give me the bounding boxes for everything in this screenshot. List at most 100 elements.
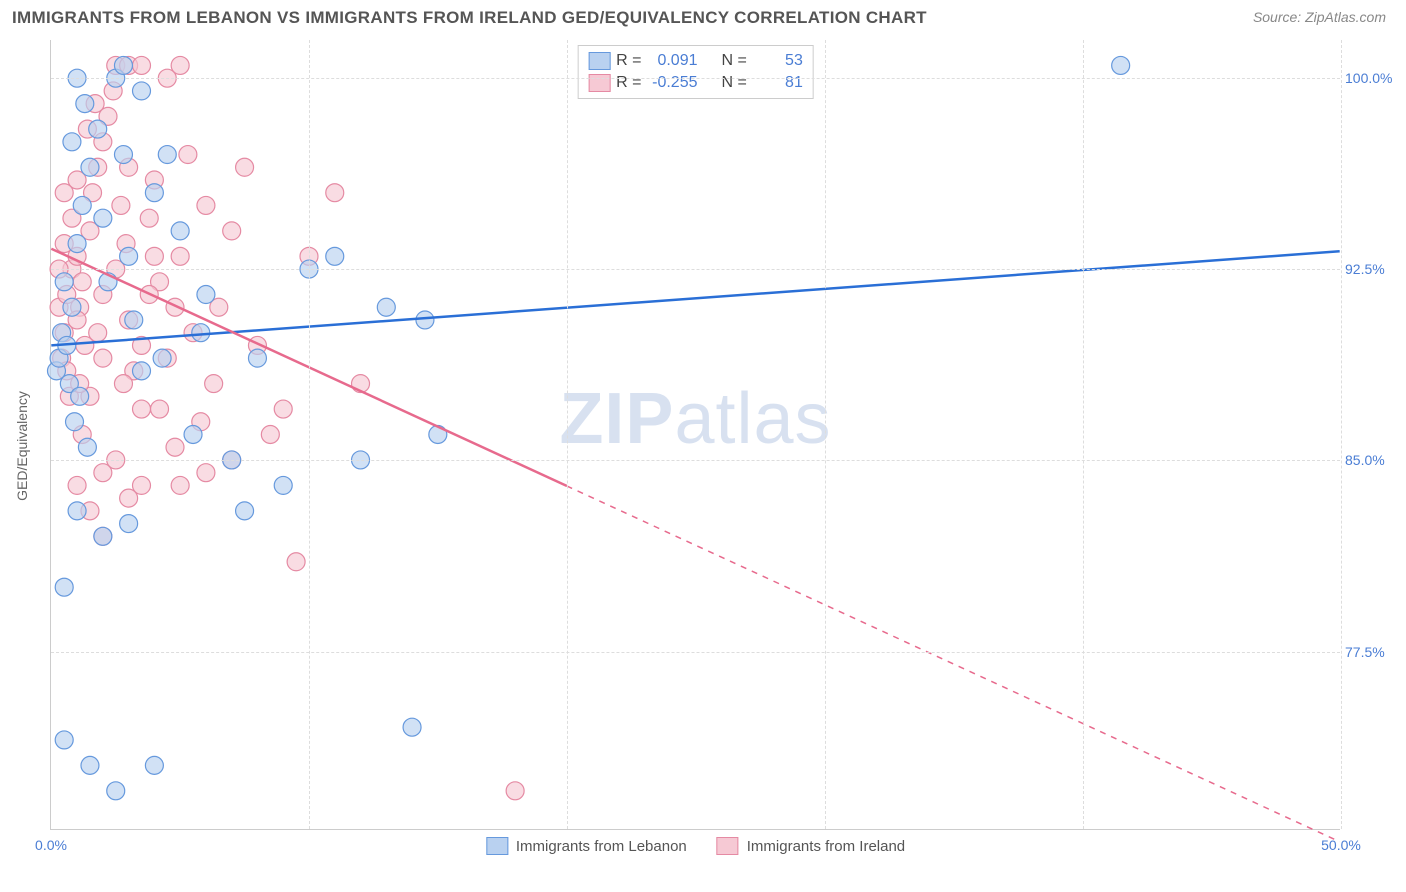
grid-line-h: [51, 269, 1340, 270]
n-value-ireland: 81: [753, 74, 803, 92]
r-label: R =: [616, 74, 641, 92]
scatter-point: [114, 375, 132, 393]
scatter-point: [506, 782, 524, 800]
r-value-ireland: -0.255: [648, 74, 698, 92]
swatch-ireland: [588, 74, 610, 92]
scatter-point: [94, 209, 112, 227]
scatter-point: [158, 146, 176, 164]
scatter-point: [125, 311, 143, 329]
scatter-point: [120, 515, 138, 533]
scatter-point: [66, 413, 84, 431]
scatter-point: [68, 476, 86, 494]
x-tick-label: 0.0%: [35, 837, 67, 853]
scatter-point: [114, 56, 132, 74]
scatter-point: [68, 235, 86, 253]
y-tick-label: 77.5%: [1345, 644, 1400, 660]
scatter-point: [171, 222, 189, 240]
scatter-point: [133, 400, 151, 418]
scatter-point: [133, 56, 151, 74]
scatter-point: [151, 400, 169, 418]
scatter-point: [166, 438, 184, 456]
scatter-point: [274, 400, 292, 418]
source-label: Source: ZipAtlas.com: [1253, 9, 1386, 27]
scatter-point: [248, 349, 266, 367]
grid-line-h: [51, 78, 1340, 79]
scatter-point: [94, 349, 112, 367]
source-name: ZipAtlas.com: [1305, 9, 1386, 25]
x-tick-label: 50.0%: [1321, 837, 1361, 853]
scatter-point: [223, 222, 241, 240]
scatter-point: [236, 502, 254, 520]
scatter-point: [63, 298, 81, 316]
scatter-point: [133, 476, 151, 494]
scatter-point: [326, 247, 344, 265]
scatter-point: [192, 324, 210, 342]
scatter-point: [171, 56, 189, 74]
scatter-point: [112, 196, 130, 214]
grid-line-v: [1083, 40, 1084, 829]
scatter-point: [133, 362, 151, 380]
source-prefix: Source:: [1253, 9, 1305, 25]
scatter-point: [197, 464, 215, 482]
scatter-point: [81, 158, 99, 176]
scatter-point: [171, 476, 189, 494]
scatter-point: [287, 553, 305, 571]
r-value-lebanon: 0.091: [648, 52, 698, 70]
grid-line-v: [825, 40, 826, 829]
scatter-point: [55, 273, 73, 291]
chart-title: IMMIGRANTS FROM LEBANON VS IMMIGRANTS FR…: [12, 8, 927, 28]
legend-item-ireland: Immigrants from Ireland: [717, 837, 905, 855]
y-tick-label: 85.0%: [1345, 452, 1400, 468]
scatter-point: [107, 782, 125, 800]
scatter-point: [326, 184, 344, 202]
scatter-point: [236, 158, 254, 176]
scatter-point: [78, 438, 96, 456]
grid-line-v: [1341, 40, 1342, 829]
scatter-point: [63, 133, 81, 151]
n-value-lebanon: 53: [753, 52, 803, 70]
scatter-point: [1112, 56, 1130, 74]
scatter-point: [76, 95, 94, 113]
scatter-point: [71, 387, 89, 405]
grid-line-v: [309, 40, 310, 829]
legend-label-ireland: Immigrants from Ireland: [747, 838, 905, 855]
scatter-point: [89, 120, 107, 138]
scatter-point: [114, 146, 132, 164]
legend-label-lebanon: Immigrants from Lebanon: [516, 838, 687, 855]
scatter-point: [68, 502, 86, 520]
grid-line-v: [567, 40, 568, 829]
y-tick-label: 100.0%: [1345, 70, 1400, 86]
n-label: N =: [722, 52, 747, 70]
trend-line-solid: [51, 251, 1339, 345]
scatter-point: [145, 756, 163, 774]
scatter-point: [197, 196, 215, 214]
swatch-ireland-bottom: [717, 837, 739, 855]
scatter-point: [145, 247, 163, 265]
scatter-point: [55, 184, 73, 202]
scatter-point: [73, 196, 91, 214]
scatter-point: [403, 718, 421, 736]
y-axis-label: GED/Equivalency: [14, 391, 30, 501]
stats-row-ireland: R = -0.255 N = 81: [588, 72, 803, 94]
r-label: R =: [616, 52, 641, 70]
bottom-legend: Immigrants from Lebanon Immigrants from …: [486, 837, 905, 855]
scatter-point: [153, 349, 171, 367]
n-label: N =: [722, 74, 747, 92]
scatter-point: [377, 298, 395, 316]
scatter-point: [94, 527, 112, 545]
scatter-point: [120, 247, 138, 265]
scatter-point: [55, 731, 73, 749]
swatch-lebanon: [588, 52, 610, 70]
legend-item-lebanon: Immigrants from Lebanon: [486, 837, 687, 855]
trend-line-dashed: [567, 486, 1340, 842]
stats-row-lebanon: R = 0.091 N = 53: [588, 50, 803, 72]
grid-line-h: [51, 460, 1340, 461]
scatter-point: [261, 426, 279, 444]
scatter-point: [55, 578, 73, 596]
scatter-point: [133, 82, 151, 100]
scatter-point: [145, 184, 163, 202]
scatter-point: [89, 324, 107, 342]
grid-line-h: [51, 652, 1340, 653]
scatter-point: [81, 756, 99, 774]
scatter-point: [416, 311, 434, 329]
